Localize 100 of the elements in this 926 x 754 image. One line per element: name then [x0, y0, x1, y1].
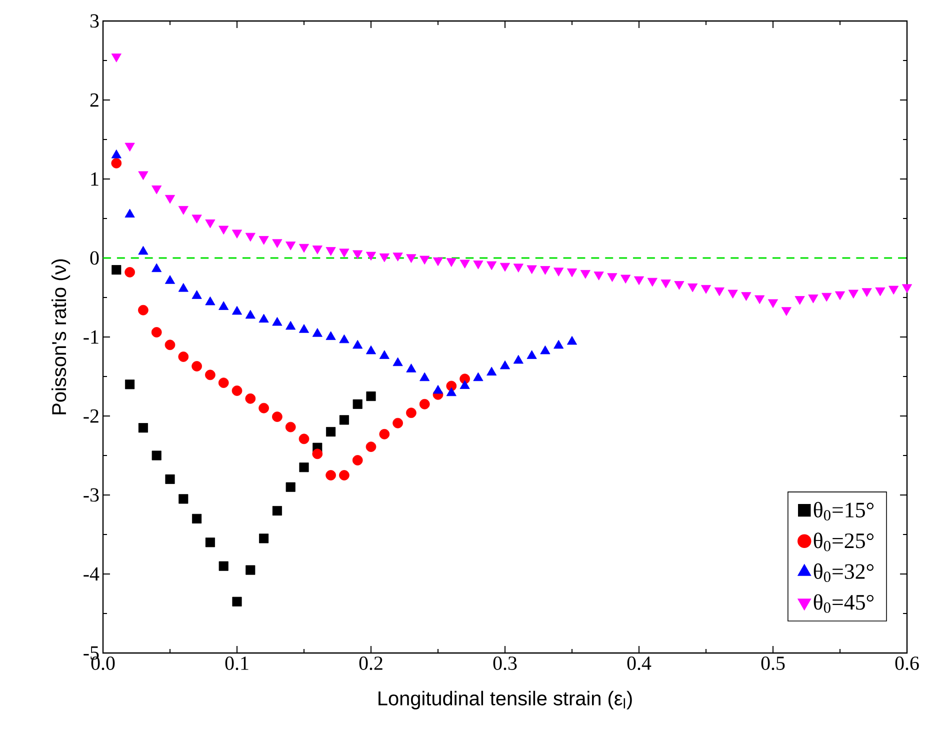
point [794, 296, 805, 305]
point [848, 290, 858, 299]
point [594, 272, 604, 280]
point [259, 534, 269, 544]
point [500, 262, 510, 272]
y-tick-label: 2 [90, 93, 98, 107]
point [339, 248, 350, 258]
point [111, 54, 122, 62]
point [138, 171, 148, 180]
x-tick-label: 0.5 [761, 656, 785, 670]
point [192, 361, 202, 372]
point [246, 565, 256, 575]
point [406, 254, 416, 263]
point [700, 285, 712, 294]
point [754, 295, 765, 304]
legend-label: θ$_{0}$=32° [814, 563, 874, 582]
y-tick-label: 3 [90, 14, 99, 28]
point [862, 288, 872, 297]
point [245, 232, 256, 242]
point [526, 265, 537, 274]
point [232, 230, 242, 238]
point [834, 291, 846, 300]
point [419, 398, 430, 410]
point [326, 427, 336, 437]
point [125, 380, 135, 390]
point [728, 290, 738, 299]
x-tick-label: 0.3 [493, 656, 517, 670]
point [285, 422, 296, 432]
point [674, 281, 684, 290]
x-tick-label: 0.2 [359, 656, 382, 670]
point [178, 206, 188, 215]
point [312, 448, 323, 460]
point [366, 391, 376, 402]
point [245, 393, 256, 404]
point [299, 462, 309, 472]
point [366, 252, 376, 261]
point [151, 327, 162, 338]
x-tick-label: 0.4 [627, 656, 652, 670]
point [392, 418, 403, 428]
point [192, 514, 202, 524]
point [232, 596, 242, 606]
point [286, 242, 296, 250]
y-tick-label: -4 [84, 567, 100, 581]
point [352, 455, 363, 466]
point [620, 274, 631, 284]
point [124, 267, 135, 278]
y-tick-label: 0 [90, 251, 99, 265]
x-axis-title: Longitudinal tensile strain (ε$_{l}$) [378, 690, 632, 710]
legend-label: θ$_{0}$=45° [814, 594, 874, 613]
point [124, 142, 135, 152]
point [741, 292, 752, 301]
y-tick-label: -2 [84, 409, 98, 423]
point [822, 292, 832, 302]
point [406, 408, 416, 418]
point [218, 226, 229, 235]
y-tick-label: -1 [84, 330, 98, 344]
point [138, 423, 148, 433]
point [339, 415, 349, 425]
point [258, 402, 269, 414]
point [205, 219, 216, 228]
point [634, 276, 644, 286]
point [312, 246, 322, 254]
y-axis-title: Poisson's ratio (ν) [52, 259, 70, 414]
x-tick-label: 0.6 [895, 656, 919, 670]
point [298, 244, 310, 253]
point [352, 250, 363, 260]
point [339, 470, 350, 480]
point [392, 252, 403, 262]
point [298, 434, 310, 444]
point [808, 294, 818, 304]
point [902, 284, 912, 293]
point [192, 214, 202, 224]
legend-label: θ$_{0}$=25° [814, 532, 874, 552]
point [112, 265, 122, 275]
point [768, 299, 778, 308]
point [205, 370, 216, 380]
point [379, 253, 390, 262]
point [164, 340, 176, 350]
point [781, 307, 792, 316]
point [178, 352, 189, 362]
point [366, 442, 376, 452]
point [326, 470, 336, 480]
point [888, 286, 899, 295]
point [513, 264, 524, 272]
point [714, 287, 724, 296]
point [460, 260, 470, 269]
point [218, 378, 229, 388]
point [580, 270, 590, 279]
point [138, 304, 148, 316]
point [660, 279, 671, 288]
point [554, 268, 564, 276]
point [152, 450, 162, 460]
point [379, 428, 390, 440]
point [272, 412, 282, 422]
point [205, 538, 215, 548]
point [607, 273, 618, 282]
point [152, 185, 162, 194]
point [326, 247, 336, 256]
y-tick-label: 1 [91, 172, 98, 186]
point [486, 261, 497, 270]
